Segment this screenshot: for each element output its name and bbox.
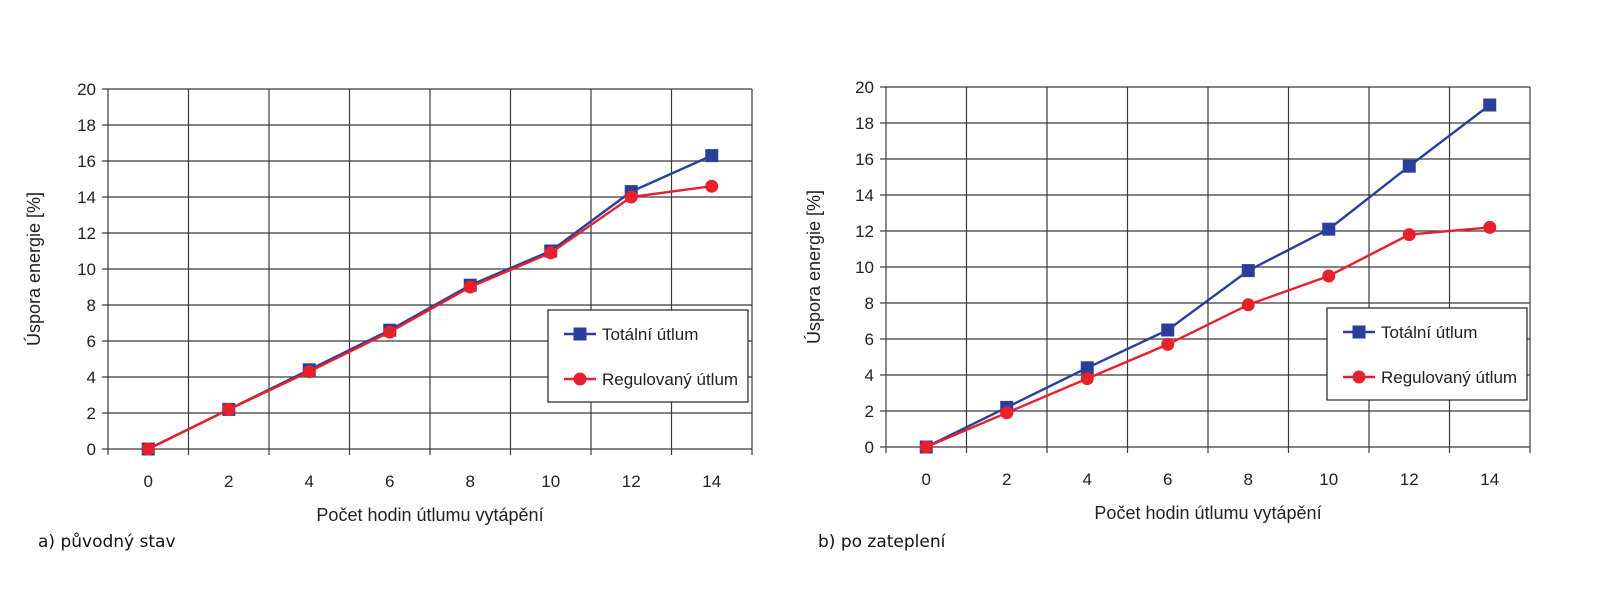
x-tick-label: 4 — [1083, 470, 1092, 489]
data-point-circle — [463, 280, 477, 294]
legend-box — [547, 309, 749, 403]
data-point-square — [1322, 222, 1336, 236]
legend-square-marker — [1352, 325, 1366, 339]
legend-entry-regulated: Regulovaný útlum — [1343, 368, 1517, 387]
chart-b-caption: b) po zateplení — [818, 532, 946, 552]
data-point-circle — [1080, 372, 1094, 386]
y-axis-title: Úspora energie [%] — [803, 190, 824, 344]
chart-b-svg: 0 2 4 6 8 10 12 14 16 18 20 0 2 4 6 8 10 12 14 Počet hodin … — [803, 78, 1531, 523]
data-point-circle — [705, 179, 719, 193]
y-tick-label: 4 — [865, 366, 874, 385]
series-regulated — [141, 179, 719, 456]
y-tick-label: 10 — [855, 258, 874, 277]
data-point-square — [705, 149, 719, 163]
x-tick-label: 14 — [1480, 470, 1499, 489]
y-tick-label: 12 — [77, 224, 96, 243]
legend-circle-marker — [1352, 370, 1366, 384]
legend-label: Totální útlum — [602, 325, 698, 344]
data-point-circle — [1322, 269, 1336, 283]
legend-entry-regulated: Regulovaný útlum — [564, 370, 738, 389]
y-tick-label: 12 — [855, 222, 874, 241]
legend-entry-total: Totální útlum — [1343, 323, 1477, 342]
legend: Totální útlum Regulovaný útlum — [1326, 307, 1528, 401]
x-tick-label: 2 — [224, 472, 233, 491]
series-line — [925, 226, 1490, 449]
x-tick-label: 10 — [1319, 470, 1338, 489]
y-tick-label: 14 — [855, 186, 874, 205]
legend-box — [1326, 307, 1528, 401]
x-tick-label: 0 — [144, 472, 153, 491]
data-point-circle — [222, 402, 236, 416]
x-tick-label: 8 — [466, 472, 475, 491]
series-regulated — [919, 220, 1497, 454]
x-tick-label: 6 — [385, 472, 394, 491]
legend-circle-marker — [573, 372, 587, 386]
y-tick-label: 0 — [87, 440, 96, 459]
x-tick-label: 14 — [702, 472, 721, 491]
data-point-circle — [383, 325, 397, 339]
y-tick-label: 6 — [87, 332, 96, 351]
data-point-circle — [1241, 298, 1255, 312]
chart-panel-b: 0 2 4 6 8 10 12 14 16 18 20 0 2 4 6 8 10 12 14 Počet hodin … — [780, 0, 1580, 609]
y-tick-label: 18 — [855, 114, 874, 133]
y-tick-label: 20 — [77, 80, 96, 99]
data-point-circle — [919, 440, 933, 454]
x-tick-label: 4 — [305, 472, 314, 491]
x-tick-label: 6 — [1163, 470, 1172, 489]
data-point-circle — [624, 190, 638, 204]
data-point-circle — [544, 246, 558, 260]
data-point-circle — [1000, 406, 1014, 420]
series-line — [925, 104, 1491, 449]
y-tick-label: 18 — [77, 116, 96, 135]
y-tick-label: 6 — [865, 330, 874, 349]
chart-a-caption: a) původný stav — [38, 532, 176, 552]
data-point-circle — [302, 365, 316, 379]
x-tick-label: 10 — [541, 472, 560, 491]
y-tick-label: 14 — [77, 188, 96, 207]
y-tick-label: 20 — [855, 78, 874, 97]
data-point-circle — [141, 442, 155, 456]
y-tick-label: 8 — [865, 294, 874, 313]
y-axis-title: Úspora energie [%] — [23, 192, 44, 346]
data-point-square — [1161, 323, 1175, 337]
x-tick-label: 8 — [1244, 470, 1253, 489]
legend: Totální útlum Regulovaný útlum — [547, 309, 749, 403]
data-point-square — [1080, 361, 1094, 375]
chart-panel-a: 0 2 4 6 8 10 12 14 16 18 20 0 2 4 6 8 10 12 14 Počet hodin … — [23, 80, 753, 552]
data-point-circle — [1402, 228, 1416, 242]
y-tick-label: 2 — [865, 402, 874, 421]
x-axis-title: Počet hodin útlumu vytápění — [316, 505, 543, 525]
legend-square-marker — [573, 327, 587, 341]
x-tick-label: 12 — [1400, 470, 1419, 489]
x-tick-label: 12 — [622, 472, 641, 491]
y-tick-label: 0 — [865, 438, 874, 457]
x-axis-title: Počet hodin útlumu vytápění — [1094, 503, 1321, 523]
y-tick-label: 8 — [87, 296, 96, 315]
data-point-square — [1483, 98, 1497, 112]
y-tick-label: 10 — [77, 260, 96, 279]
y-tick-label: 2 — [87, 404, 96, 423]
data-point-circle — [1483, 220, 1497, 234]
y-tick-label: 16 — [855, 150, 874, 169]
data-point-square — [1402, 159, 1416, 173]
legend-label: Totální útlum — [1381, 323, 1477, 342]
legend-entry-total: Totální útlum — [564, 325, 698, 344]
data-point-square — [1241, 264, 1255, 278]
chart-a-svg: 0 2 4 6 8 10 12 14 16 18 20 0 2 4 6 8 10 12 14 Počet hodin … — [23, 80, 753, 525]
data-point-circle — [1161, 337, 1175, 351]
legend-label: Regulovaný útlum — [1381, 368, 1517, 387]
series-line — [147, 185, 712, 451]
y-tick-label: 4 — [87, 368, 96, 387]
y-tick-label: 16 — [77, 152, 96, 171]
x-tick-label: 0 — [922, 470, 931, 489]
x-tick-label: 2 — [1002, 470, 1011, 489]
legend-label: Regulovaný útlum — [602, 370, 738, 389]
